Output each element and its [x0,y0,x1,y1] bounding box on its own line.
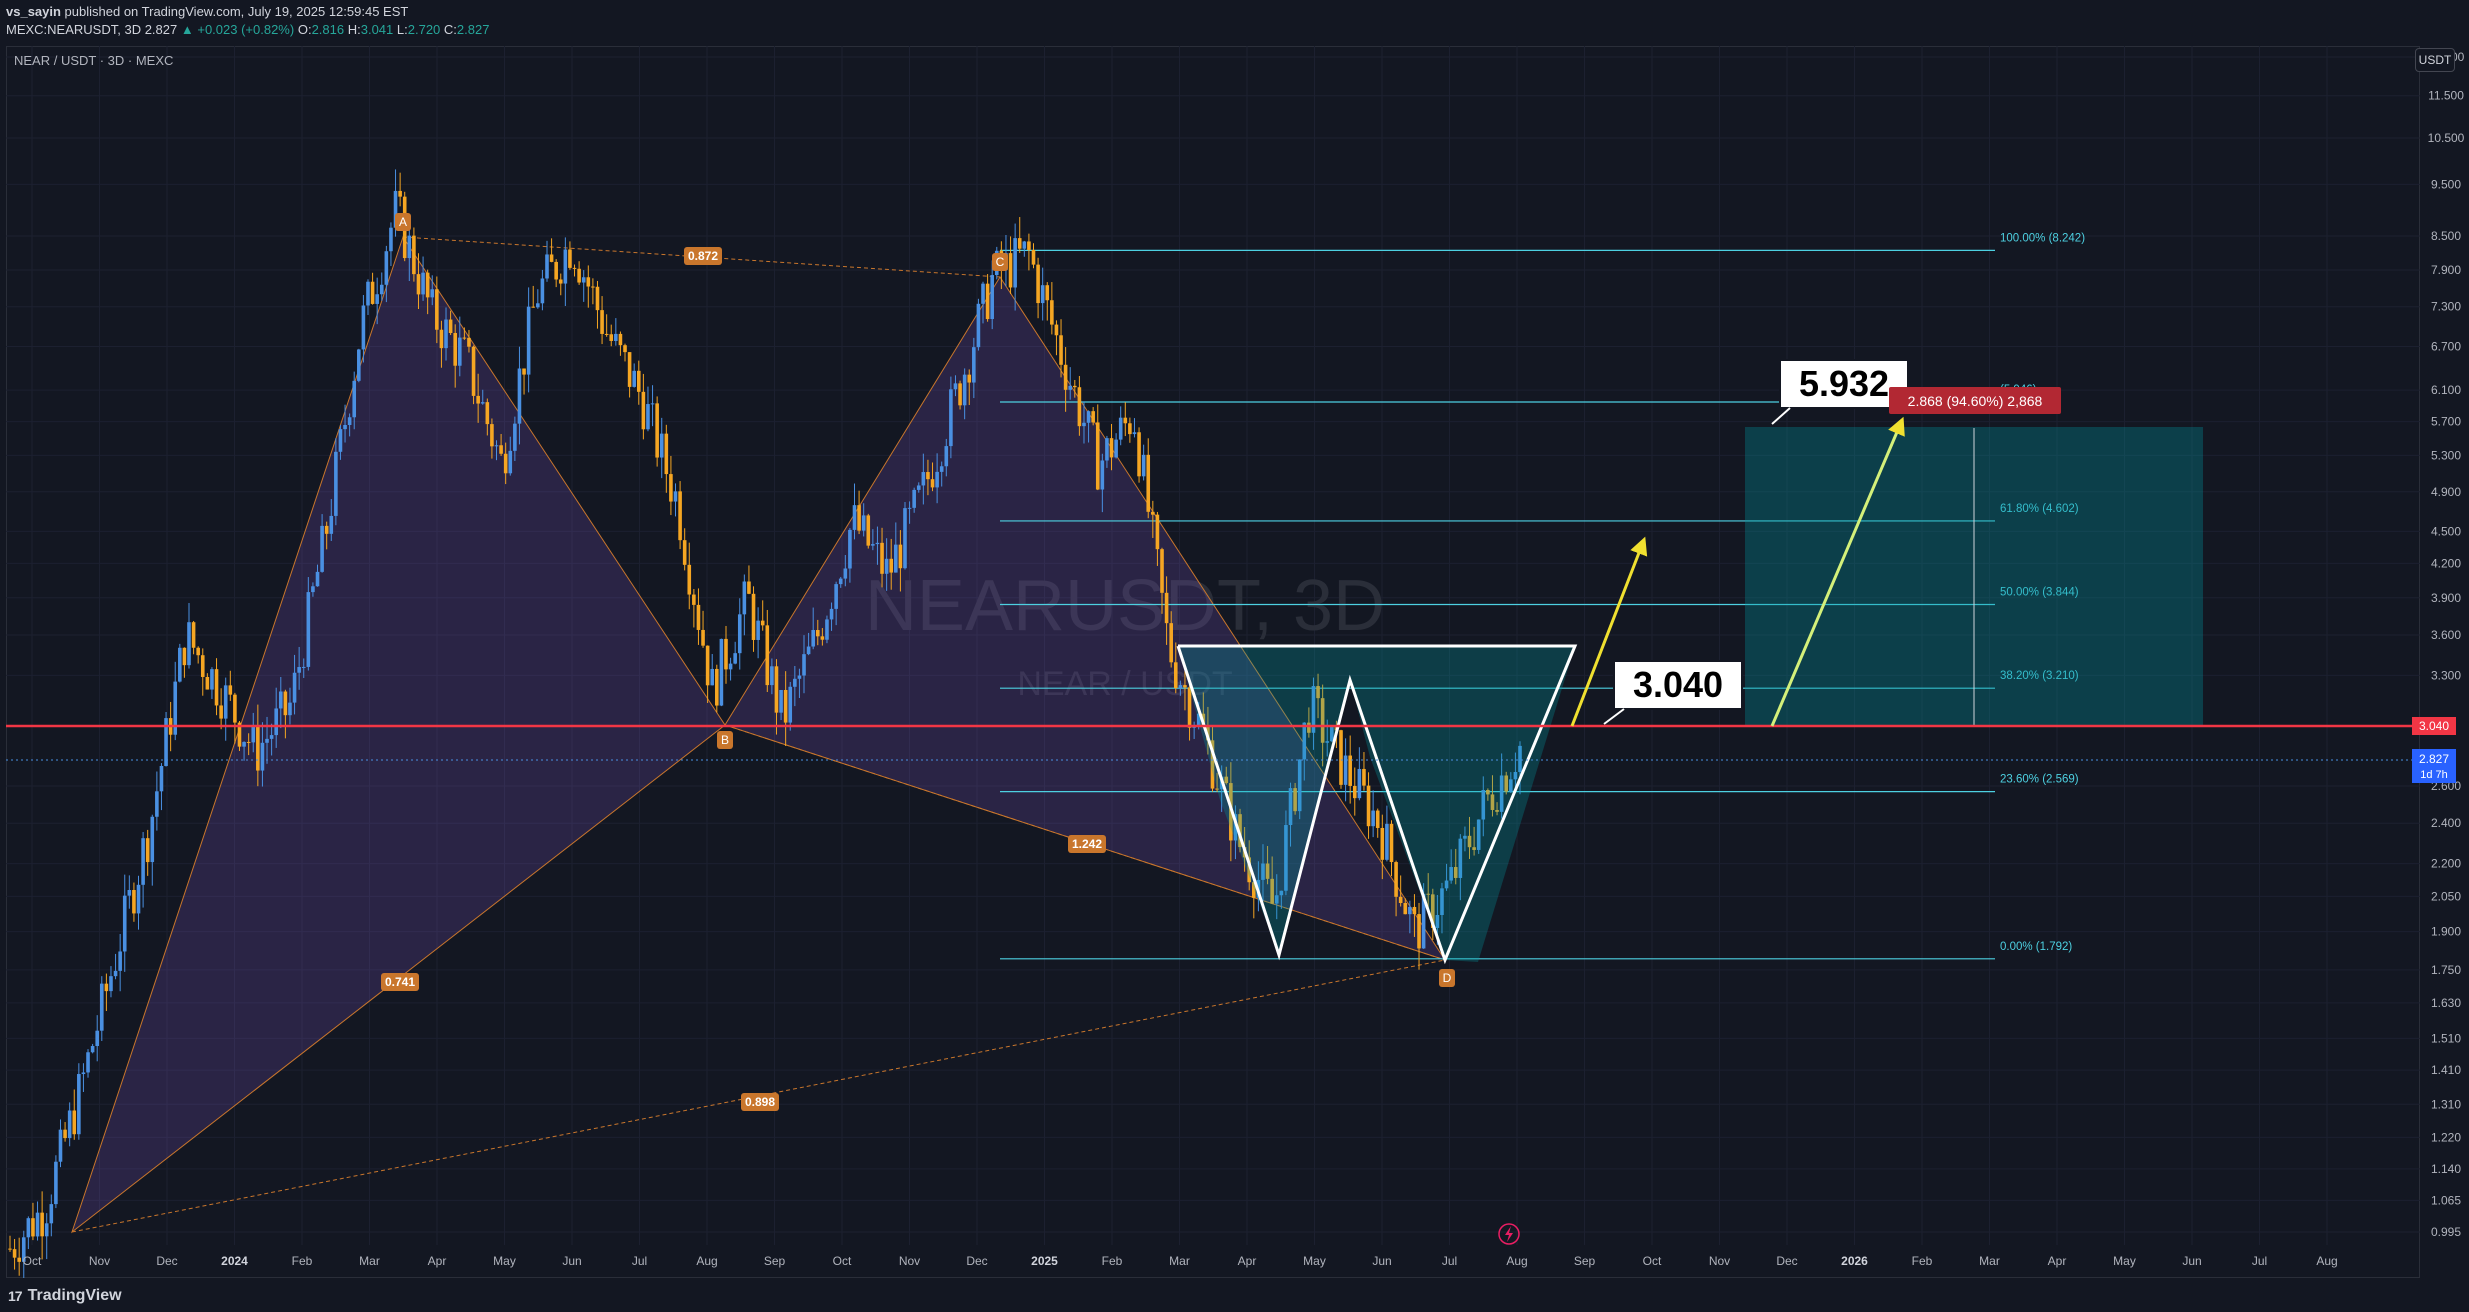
price-tick: 2.200 [2431,857,2461,871]
price-tick: 1.900 [2431,925,2461,939]
price-tick: 3.900 [2431,591,2461,605]
open-label: O: [297,22,312,37]
publish-info: vs_sayin published on TradingView.com, J… [6,4,408,19]
currency-button[interactable]: USDT [2415,48,2455,72]
price-tick: 1.310 [2431,1097,2461,1111]
price-axis[interactable] [2420,46,2469,1278]
tv-logo-text: TradingView [27,1287,122,1304]
price-tick: 9.500 [2431,177,2461,191]
ohlc-line: MEXC:NEARUSDT, 3D 2.827 ▲ +0.023 (+0.82%… [6,22,489,37]
price-tick: 10.500 [2428,131,2465,145]
last-price: 2.827 [144,22,178,37]
high-label: H: [347,22,361,37]
tv-logo-icon: 17 [8,1288,23,1304]
low-label: L: [396,22,408,37]
price-tick: 1.065 [2431,1193,2461,1207]
price-tick: 8.500 [2431,229,2461,243]
high-value: 3.041 [360,22,394,37]
price-tick: 2.400 [2431,816,2461,830]
price-tick: 11.500 [2428,89,2464,103]
low-value: 2.720 [407,22,441,37]
tradingview-logo[interactable]: 17 TradingView [8,1287,122,1305]
chart-pane[interactable] [6,46,2420,1278]
price-tick: 1.630 [2431,996,2461,1010]
price-tick: 0.995 [2431,1225,2461,1239]
chart-symbol-title[interactable]: NEAR / USDT · 3D · MEXC [14,53,174,68]
price-tick: 5.700 [2431,415,2461,429]
price-tick: 6.100 [2431,383,2461,397]
footer [0,1278,2469,1312]
price-tick: 2.050 [2431,889,2461,903]
price-axis-ticks: 12.50011.50010.5009.5008.5007.9007.3006.… [2428,50,2465,1239]
current-price-text: 2.827 [2419,752,2449,766]
publish-date: published on TradingView.com, July 19, 2… [60,4,409,19]
publish-header: vs_sayin published on TradingView.com, J… [0,0,2469,42]
price-tick: 1.510 [2431,1031,2461,1045]
price-tick: 6.700 [2431,340,2461,354]
price-tick: 3.300 [2431,668,2461,682]
price-tick: 7.900 [2431,263,2461,277]
price-change: ▲ +0.023 (+0.82%) [180,22,295,37]
price-tick: 1.750 [2431,963,2461,977]
price-tick: 4.500 [2431,524,2461,538]
resistance-price-text: 3.040 [2419,719,2449,733]
price-tick: 2.600 [2431,779,2461,793]
open-value: 2.816 [311,22,345,37]
price-tick: 4.900 [2431,485,2461,499]
close-label: C: [443,22,457,37]
publisher-name[interactable]: vs_sayin [6,4,61,19]
countdown-text: 1d 7h [2420,769,2448,781]
close-value: 2.827 [456,22,490,37]
symbol-interval: MEXC:NEARUSDT, 3D [6,22,142,37]
price-tick: 1.220 [2431,1130,2461,1144]
price-tick: 1.140 [2431,1162,2461,1176]
price-tick: 1.410 [2431,1063,2461,1077]
price-tick: 7.300 [2431,300,2461,314]
price-tick: 4.200 [2431,556,2461,570]
price-tick: 3.600 [2431,628,2461,642]
price-tick: 5.300 [2431,448,2461,462]
